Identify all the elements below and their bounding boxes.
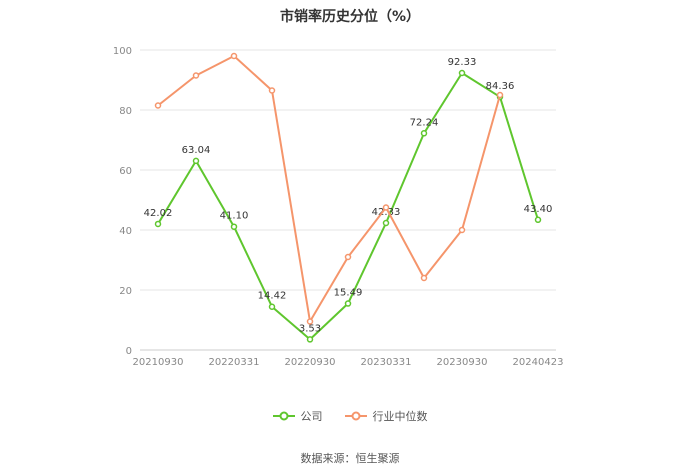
series-line-0 xyxy=(157,72,539,341)
series-line-1 xyxy=(157,55,501,323)
data-label: 42.33 xyxy=(372,207,401,218)
data-point-1 xyxy=(192,72,200,79)
data-point-1 xyxy=(230,52,238,60)
data-point-1 xyxy=(382,204,390,211)
data-point-0 xyxy=(344,300,352,307)
y-tick-label: 0 xyxy=(126,346,132,357)
legend-label-company: 公司 xyxy=(300,410,323,423)
y-tick-label: 60 xyxy=(119,166,132,177)
data-point-1 xyxy=(496,91,504,99)
legend-item-company[interactable]: 公司 xyxy=(272,408,323,424)
source-note: 数据来源：恒生聚源 xyxy=(300,452,400,465)
data-label: 72.24 xyxy=(410,117,439,128)
x-tick-label: 20230930 xyxy=(437,357,488,368)
data-label: 42.02 xyxy=(144,208,173,219)
data-point-1 xyxy=(458,226,466,234)
x-tick-label: 20220331 xyxy=(209,357,260,368)
data-label: 63.04 xyxy=(182,145,211,156)
y-tick-label: 20 xyxy=(119,286,132,297)
x-tick-label: 20210930 xyxy=(133,357,184,368)
legend-item-industry[interactable]: 行业中位数 xyxy=(344,408,428,424)
x-tick-label: 20230331 xyxy=(361,357,412,368)
legend: 公司 行业中位数 xyxy=(0,408,700,424)
x-tick-label: 20220930 xyxy=(285,357,336,368)
data-point-0 xyxy=(268,303,276,310)
data-label: 43.40 xyxy=(524,204,553,215)
y-tick-label: 40 xyxy=(119,226,132,237)
data-label: 92.33 xyxy=(448,57,477,68)
data-point-0 xyxy=(534,216,542,224)
data-point-0 xyxy=(192,157,200,165)
data-point-0 xyxy=(458,69,466,77)
data-label: 15.49 xyxy=(334,288,363,299)
data-label: 14.42 xyxy=(258,291,287,302)
legend-label-industry: 行业中位数 xyxy=(372,410,428,423)
data-point-0 xyxy=(306,336,314,343)
x-tick-label: 20240423 xyxy=(513,357,564,368)
y-tick-label: 100 xyxy=(113,46,132,57)
legend-line-company-icon xyxy=(272,411,295,421)
data-point-0 xyxy=(420,130,428,137)
chart-title: 市销率历史分位（%） xyxy=(279,9,421,25)
data-label: 41.10 xyxy=(220,211,249,222)
data-point-1 xyxy=(344,253,352,261)
data-point-1 xyxy=(268,87,276,94)
data-point-1 xyxy=(306,318,314,325)
data-point-0 xyxy=(382,219,390,227)
data-label: 84.36 xyxy=(486,81,515,92)
data-point-0 xyxy=(230,223,238,230)
y-tick-label: 80 xyxy=(119,106,132,117)
legend-line-industry-icon xyxy=(344,411,367,421)
data-point-0 xyxy=(154,220,162,228)
data-point-1 xyxy=(420,274,428,282)
data-point-1 xyxy=(154,102,162,109)
data-label: 3.53 xyxy=(299,323,321,334)
